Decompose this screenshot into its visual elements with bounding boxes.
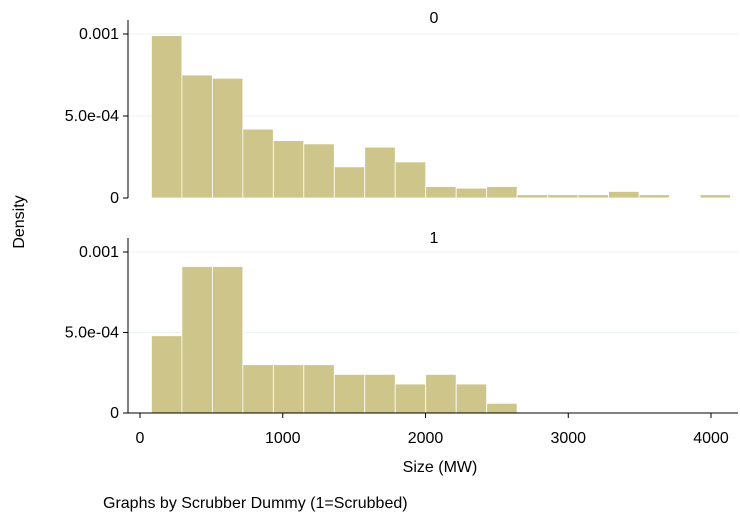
bar: [242, 128, 274, 199]
x-axis-label: Size (MW): [403, 459, 478, 476]
bar: [303, 364, 335, 414]
bar: [211, 77, 244, 199]
bar: [486, 186, 518, 199]
bar: [394, 161, 427, 199]
bar: [394, 383, 427, 414]
graphs-by-note: Graphs by Scrubber Dummy (1=Scrubbed): [103, 495, 408, 512]
bar: [699, 194, 731, 199]
y-axis-label: Density: [11, 195, 28, 248]
panel-scrubber-1: 1 0 5.0e-04 0.001: [65, 230, 738, 422]
bar: [211, 266, 244, 414]
y-tick-label: 5.0e-04: [65, 108, 119, 125]
bar: [608, 191, 640, 199]
y-tick-label: 5.0e-04: [65, 325, 119, 342]
bar: [364, 373, 396, 414]
bar: [486, 402, 518, 414]
y-tick-label: 0.001: [79, 26, 119, 43]
bar: [547, 194, 579, 199]
bar: [425, 373, 457, 414]
bar: [455, 187, 488, 199]
bar: [364, 146, 396, 199]
x-tick-label: 2000: [408, 430, 444, 447]
bar: [333, 166, 366, 199]
x-axis: 0 1000 2000 3000 4000: [128, 412, 738, 447]
bar: [242, 364, 274, 414]
x-tick-label: 0: [136, 430, 145, 447]
panel-scrubber-0: 0 0 5.0e-04 0.001: [65, 10, 738, 207]
y-tick-label: 0.001: [79, 244, 119, 261]
bar: [151, 335, 183, 414]
bar: [333, 373, 366, 414]
y-tick-label: 0: [110, 405, 119, 422]
bar: [425, 186, 457, 199]
bar: [577, 194, 609, 199]
x-tick-label: 1000: [265, 430, 301, 447]
bar: [516, 194, 549, 199]
x-tick-label: 3000: [550, 430, 586, 447]
bar: [303, 143, 335, 199]
bar: [638, 194, 670, 199]
panel-title-1: 1: [430, 230, 439, 247]
bar: [181, 74, 213, 199]
bar: [272, 364, 305, 414]
panel-title-0: 0: [430, 10, 439, 27]
bar: [455, 383, 488, 414]
x-tick-label: 4000: [693, 430, 729, 447]
bar: [181, 266, 213, 414]
bar: [272, 140, 305, 199]
bar: [151, 35, 183, 199]
y-tick-label: 0: [110, 190, 119, 207]
